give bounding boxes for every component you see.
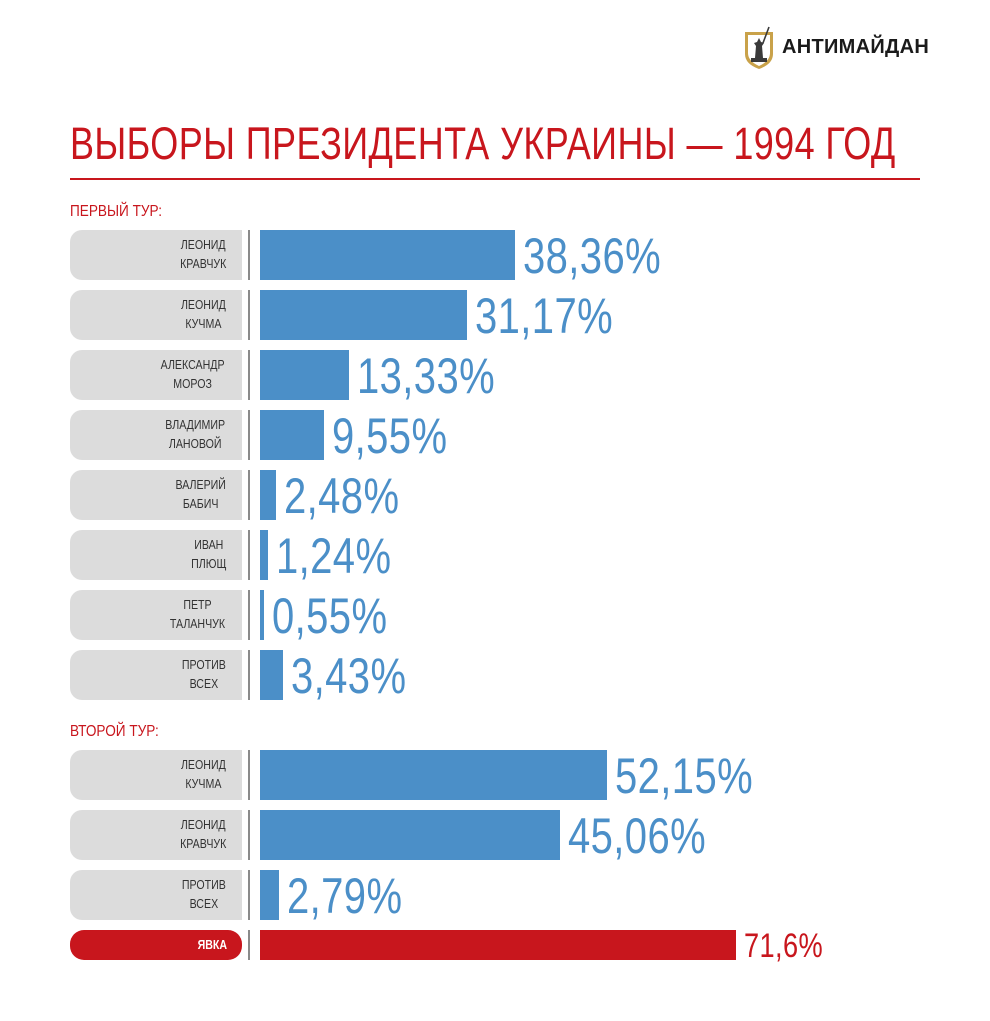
candidate-name: ЛЕОНИД КУЧМА — [181, 296, 226, 334]
first-round-label: ПЕРВЫЙ ТУР: — [70, 203, 163, 220]
candidate-last-name: ВСЕХ — [189, 677, 219, 691]
candidate-name: ЛЕОНИД КРАВЧУК — [180, 816, 226, 854]
candidate-last-name: КУЧМА — [185, 777, 222, 791]
data-bar — [260, 650, 283, 700]
row-separator — [248, 290, 250, 340]
candidate-label: ПРОТИВ ВСЕХ — [70, 650, 242, 700]
candidate-label: ПРОТИВ ВСЕХ — [70, 870, 242, 920]
brand-name: АНТИМАЙДАН — [782, 35, 930, 58]
candidate-first-name: ИВАН — [194, 538, 224, 552]
data-label: 2,79% — [286, 868, 402, 924]
candidate-name: ЛЕОНИД КРАВЧУК — [180, 236, 226, 274]
data-label: 13,33% — [356, 348, 495, 404]
brand-logo: АНТИМАЙДАН — [742, 24, 929, 70]
candidate-last-name: ЛАНОВОЙ — [168, 437, 222, 451]
candidate-name: ВЛАДИМИР ЛАНОВОЙ — [165, 416, 225, 454]
candidate-first-name: ЛЕОНИД — [181, 298, 227, 312]
data-label: 1,24% — [276, 528, 392, 584]
data-label: 2,48% — [284, 468, 400, 524]
data-label: 31,17% — [475, 288, 614, 344]
candidate-name: ЛЕОНИД КУЧМА — [181, 756, 226, 794]
candidate-last-name: БАБИЧ — [182, 497, 219, 511]
row-separator — [248, 470, 250, 520]
candidate-label: ВАЛЕРИЙ БАБИЧ — [70, 470, 242, 520]
data-bar — [260, 470, 277, 520]
data-bar — [260, 810, 560, 860]
candidate-last-name: КРАВЧУК — [179, 257, 226, 271]
candidate-label: ЛЕОНИД КРАВЧУК — [70, 810, 242, 860]
candidate-first-name: АЛЕКСАНДР — [160, 358, 225, 372]
candidate-first-name: ПЕТР — [183, 598, 212, 612]
candidate-last-name: КРАВЧУК — [179, 837, 226, 851]
candidate-first-name: ЛЕОНИД — [180, 818, 226, 832]
candidate-first-name: ВАЛЕРИЙ — [175, 478, 226, 492]
row-separator — [248, 870, 250, 920]
candidate-name: ПРОТИВ ВСЕХ — [182, 876, 226, 914]
candidate-name: АЛЕКСАНДР МОРОЗ — [160, 356, 224, 394]
title-divider — [70, 178, 920, 180]
data-label: 45,06% — [567, 808, 706, 864]
turnout-label: ЯВКА — [70, 930, 242, 960]
row-separator — [248, 590, 250, 640]
candidate-label: ИВАН ПЛЮЩ — [70, 530, 242, 580]
data-bar — [260, 530, 269, 580]
data-bar — [260, 230, 516, 280]
data-bar — [260, 870, 279, 920]
row-separator — [248, 810, 250, 860]
candidate-label: ПЕТР ТАЛАНЧУК — [70, 590, 242, 640]
row-separator — [248, 410, 250, 460]
second-round-label: ВТОРОЙ ТУР: — [70, 723, 159, 740]
turnout-label-text: ЯВКА — [197, 937, 228, 952]
chart-title: ВЫБОРЫ ПРЕЗИДЕНТА УКРАИНЫ — 1994 ГОД — [70, 118, 896, 169]
candidate-last-name: ВСЕХ — [189, 897, 219, 911]
candidate-last-name: ПЛЮЩ — [191, 557, 227, 571]
candidate-label: ЛЕОНИД КУЧМА — [70, 290, 242, 340]
candidate-last-name: МОРОЗ — [173, 377, 212, 391]
data-label: 0,55% — [271, 588, 388, 644]
row-separator — [248, 230, 250, 280]
candidate-last-name: ТАЛАНЧУК — [169, 617, 226, 631]
data-label: 9,55% — [331, 408, 447, 464]
data-bar — [260, 750, 607, 800]
monument-shield-icon — [745, 26, 773, 69]
data-bar — [260, 410, 324, 460]
candidate-name: ПЕТР ТАЛАНЧУК — [170, 596, 225, 634]
candidate-name: ПРОТИВ ВСЕХ — [182, 656, 226, 694]
candidate-first-name: ЛЕОНИД — [181, 758, 227, 772]
data-label: 3,43% — [290, 648, 407, 704]
candidate-label: ВЛАДИМИР ЛАНОВОЙ — [70, 410, 242, 460]
turnout-value: 71,6% — [744, 927, 824, 965]
candidate-label: ЛЕОНИД КУЧМА — [70, 750, 242, 800]
data-bar — [260, 350, 349, 400]
candidate-name: ИВАН ПЛЮЩ — [192, 536, 227, 574]
candidate-first-name: ПРОТИВ — [182, 658, 227, 672]
data-label: 38,36% — [523, 228, 662, 284]
candidate-first-name: ПРОТИВ — [182, 878, 227, 892]
candidate-label: АЛЕКСАНДР МОРОЗ — [70, 350, 242, 400]
candidate-first-name: ЛЕОНИД — [180, 238, 226, 252]
candidate-name: ВАЛЕРИЙ БАБИЧ — [175, 476, 225, 514]
data-label: 52,15% — [614, 748, 753, 804]
turnout-bar — [260, 930, 737, 960]
row-separator — [248, 750, 250, 800]
candidate-label: ЛЕОНИД КРАВЧУК — [70, 230, 242, 280]
candidate-first-name: ВЛАДИМИР — [164, 418, 225, 432]
data-bar — [260, 590, 264, 640]
data-bar — [260, 290, 468, 340]
row-separator — [248, 650, 250, 700]
row-separator — [248, 530, 250, 580]
row-separator — [248, 930, 250, 960]
row-separator — [248, 350, 250, 400]
candidate-last-name: КУЧМА — [185, 317, 222, 331]
